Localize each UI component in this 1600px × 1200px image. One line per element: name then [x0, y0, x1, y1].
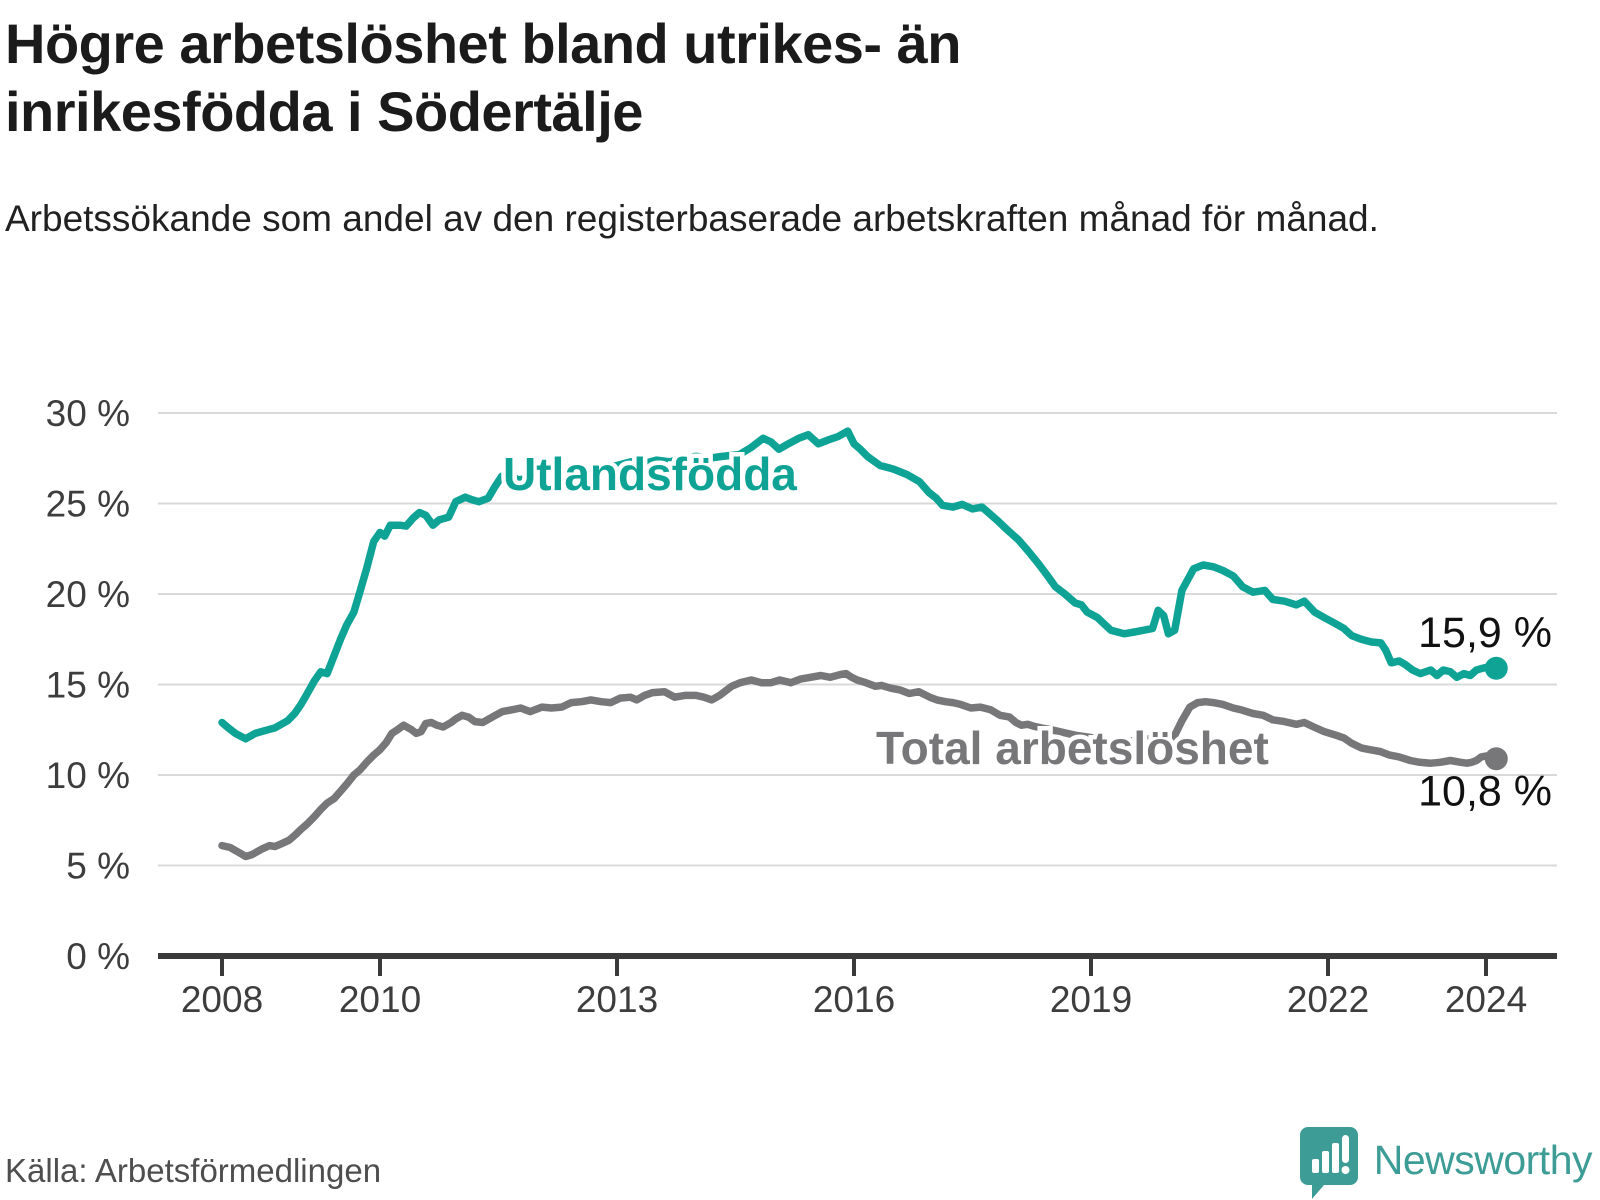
newsworthy-bubble-icon: [1299, 1127, 1358, 1199]
x-tick-label: 2019: [1050, 979, 1132, 1020]
series-line-total: [218, 669, 1501, 861]
x-tick-label: 2013: [576, 979, 658, 1020]
x-tick-label: 2010: [339, 979, 421, 1020]
end-dot-total: [1484, 747, 1508, 771]
end-dot-utlandsfodda: [1484, 656, 1508, 680]
end-value-label-total: 10,8 %: [1418, 768, 1552, 816]
brand-logo: Newsworthy: [1298, 1118, 1593, 1200]
brand-name: Newsworthy: [1373, 1136, 1593, 1183]
y-tick-label: 25 %: [46, 484, 130, 525]
exclamation-dot: [1341, 1166, 1350, 1174]
series-label-utlandsfodda: Utlandsfödda: [503, 448, 797, 500]
y-tick-label: 20 %: [46, 574, 130, 615]
page-title: Högre arbetslöshet bland utrikes- än inr…: [5, 12, 961, 144]
page-subtitle: Arbetssökande som andel av den registerb…: [5, 198, 1379, 239]
y-tick-label: 5 %: [66, 846, 130, 887]
series-label-total: Total arbetslöshet: [876, 722, 1269, 774]
y-tick-label: 10 %: [46, 755, 130, 796]
x-tick-label: 2024: [1445, 979, 1527, 1020]
bar-1: [1311, 1159, 1319, 1173]
y-tick-label: 30 %: [46, 393, 130, 434]
bar-3: [1331, 1143, 1339, 1173]
exclamation-stem: [1341, 1135, 1349, 1163]
bar-2: [1321, 1151, 1329, 1173]
y-tick-label: 15 %: [46, 665, 130, 706]
x-tick-label: 2022: [1287, 979, 1369, 1020]
y-tick-label: 0 %: [66, 936, 130, 977]
x-tick-label: 2016: [813, 979, 895, 1020]
source-note: Källa: Arbetsförmedlingen: [5, 1152, 382, 1189]
end-value-label-utlandsfodda: 15,9 %: [1418, 609, 1552, 657]
series-line-utlandsfodda: [218, 427, 1501, 743]
x-tick-label: 2008: [181, 979, 263, 1020]
